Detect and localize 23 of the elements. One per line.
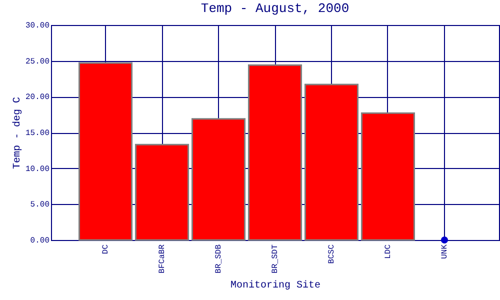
x-tick-label: LDC [384,244,393,259]
x-axis-title: Monitoring Site [230,279,321,292]
bar [304,84,359,241]
y-tick-label: 5.00 [30,200,50,210]
x-tick-label: BFCaBR [158,244,168,274]
bar [191,118,246,241]
y-tick-label: 10.00 [25,164,50,174]
x-tick-label: BR_SDB [214,244,224,274]
bar [78,62,133,241]
y-tick-label: 15.00 [25,129,50,138]
bar [360,112,416,241]
chart-title: Temp - August, 2000 [200,1,350,16]
y-tick-label: 30.00 [25,22,50,30]
bar [248,64,302,241]
y-axis-title: Temp - deg C [11,96,24,170]
y-tick-label: 25.00 [25,57,50,66]
y-tick-label: 0.00 [30,236,50,246]
x-tick-label: BR_SDT [271,244,280,274]
x-tick-label: BCSC [327,244,336,264]
x-tick-label: DC [102,244,111,254]
x-tick-label: UNK [440,244,450,259]
y-tick-label: 20.00 [25,93,50,102]
bar [134,144,190,241]
